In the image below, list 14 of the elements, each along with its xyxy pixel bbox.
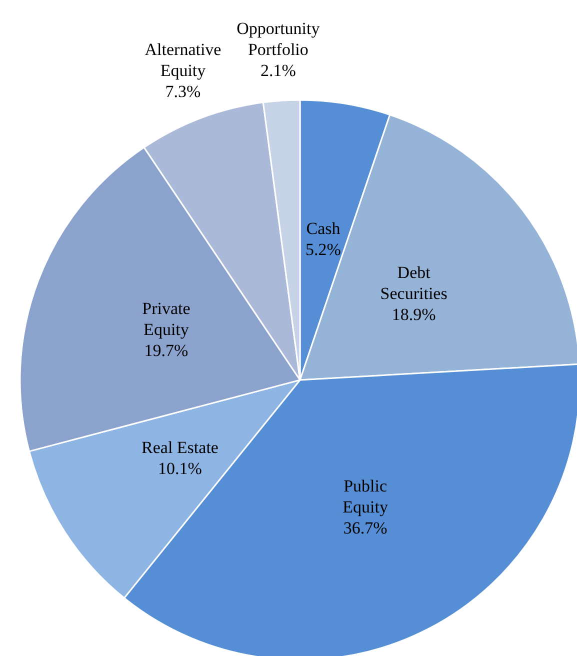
data-label: 36.7%	[343, 518, 388, 538]
slice-label: Real Estate	[142, 438, 218, 457]
slice-label: Cash	[306, 218, 341, 238]
slice-label: Alternative Equity	[144, 40, 222, 80]
data-label: 7.3%	[165, 82, 201, 101]
data-label: 2.1%	[260, 61, 296, 80]
data-label: 19.7%	[144, 340, 188, 360]
data-label: 5.2%	[306, 240, 341, 259]
data-label: 10.1%	[158, 458, 202, 478]
slice-label: Private Equity	[142, 298, 190, 339]
data-label: 18.9%	[392, 304, 436, 324]
slice-label: Public Equity	[342, 476, 388, 517]
slice-label: Opportunity Portfolio	[236, 19, 320, 60]
slice-label: Debt Securities	[380, 262, 448, 303]
